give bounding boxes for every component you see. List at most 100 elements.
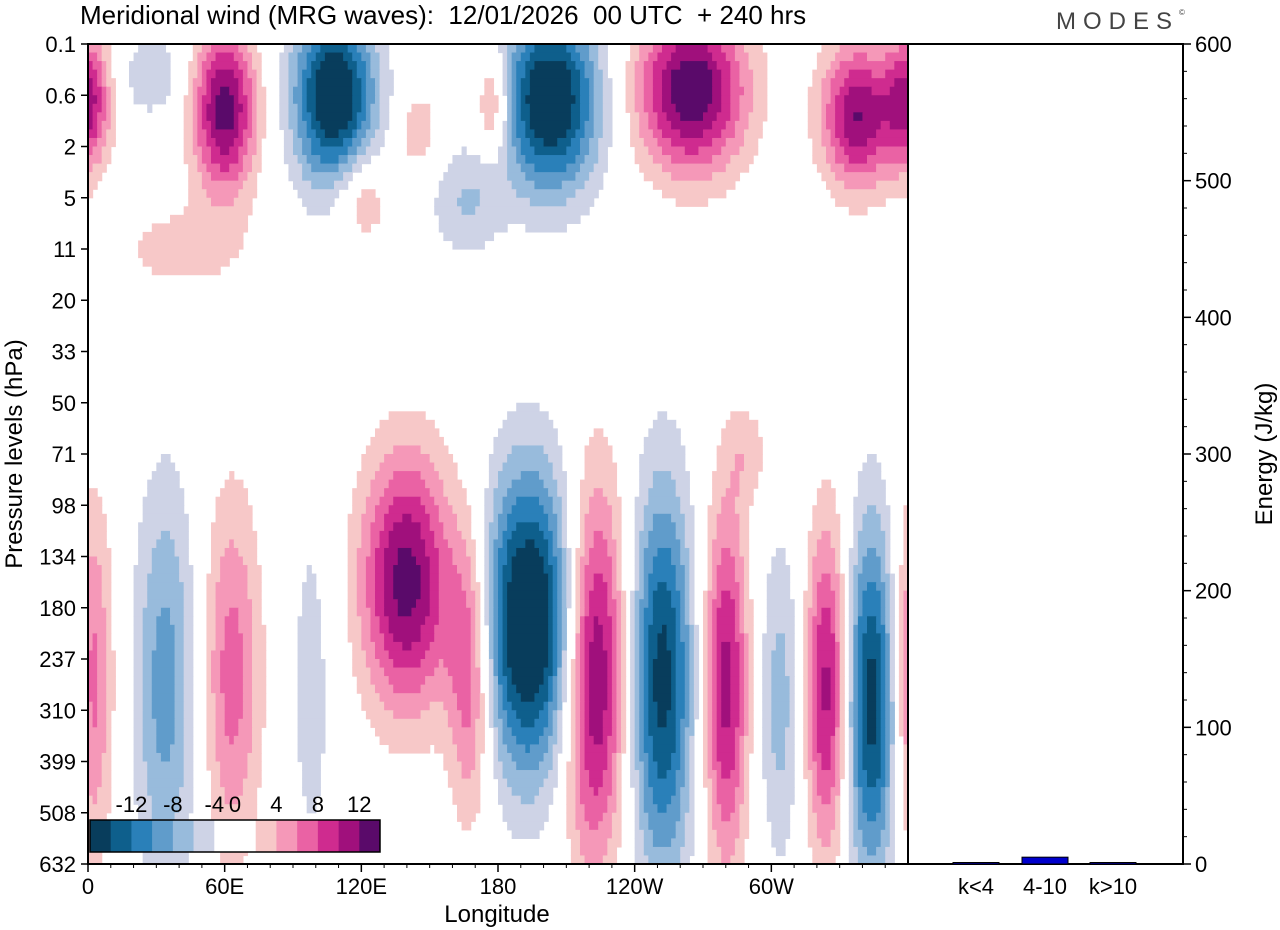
heat-cell — [297, 659, 326, 669]
heat-cell — [885, 701, 891, 711]
heat-cell — [370, 633, 385, 643]
heat-cell — [611, 693, 618, 703]
heat-cell — [689, 752, 695, 763]
heat-cell — [898, 44, 908, 54]
heat-cell — [630, 120, 640, 131]
heat-cell — [543, 778, 558, 788]
heat-cell — [734, 573, 745, 583]
y-tick-label: 98 — [52, 493, 76, 518]
heat-cell — [174, 633, 185, 643]
heat-cell — [630, 744, 636, 754]
heat-cell — [689, 633, 695, 643]
heat-cell — [151, 266, 221, 276]
heat-cell — [106, 659, 116, 669]
heat-cell — [593, 163, 608, 173]
heat-cell — [703, 701, 709, 711]
heat-cell — [634, 599, 640, 609]
heat-cell — [712, 471, 731, 481]
heat-cell — [498, 590, 504, 600]
heat-cell — [502, 462, 554, 472]
heat-cell — [903, 539, 908, 549]
heat-cell — [857, 488, 886, 498]
heat-cell — [862, 599, 882, 609]
heat-cell — [475, 761, 481, 771]
heat-cell — [543, 530, 554, 541]
heat-cell — [525, 223, 567, 233]
heat-cell — [739, 479, 759, 489]
heat-cell — [356, 547, 372, 558]
heat-cell — [552, 684, 558, 694]
heat-cell — [675, 727, 681, 737]
heat-cell — [397, 599, 417, 609]
heat-cell — [324, 52, 344, 62]
heat-cell — [880, 667, 886, 677]
heat-cell — [347, 120, 358, 131]
heat-cell — [552, 641, 558, 652]
heat-cell — [434, 197, 458, 207]
heat-cell — [570, 137, 581, 148]
heat-cell — [712, 120, 727, 131]
heat-cell — [183, 590, 194, 600]
heat-cell — [885, 607, 891, 617]
heat-cell — [716, 530, 741, 541]
heat-cell — [584, 752, 608, 763]
heat-cell — [903, 616, 908, 626]
heat-cell — [589, 770, 604, 780]
heat-cell — [707, 565, 713, 575]
heat-cell — [857, 701, 864, 711]
heat-cell — [557, 607, 563, 617]
heat-cell — [511, 727, 545, 737]
heat-cell — [580, 735, 586, 746]
heat-cell — [885, 641, 891, 652]
heat-cell — [648, 855, 681, 864]
heat-cell — [725, 137, 745, 148]
heat-cell — [92, 633, 98, 643]
heat-cell — [151, 471, 180, 481]
heat-cell — [384, 667, 435, 677]
heat-cell — [652, 744, 677, 754]
heat-cell — [721, 428, 759, 438]
heat-cell — [621, 659, 627, 669]
heat-cell — [384, 573, 394, 583]
heat-cell — [639, 650, 645, 660]
heat-cell — [279, 61, 290, 71]
heat-cell — [748, 718, 754, 728]
heat-cell — [680, 129, 704, 139]
heat-cell — [101, 573, 112, 583]
heat-cell — [215, 616, 226, 626]
heat-cell — [848, 633, 854, 643]
heat-cell — [739, 522, 750, 532]
heat-cell — [602, 95, 613, 105]
heat-cell — [283, 129, 294, 139]
heat-cell — [548, 718, 554, 728]
heat-cell — [839, 667, 845, 677]
heat-cell — [365, 112, 372, 122]
heat-cell — [853, 787, 859, 797]
heat-cell — [434, 633, 472, 643]
heat-cell — [297, 650, 321, 660]
heat-cell — [101, 103, 107, 113]
heat-cell — [671, 676, 677, 686]
heat-cell — [370, 52, 381, 62]
heat-cell — [356, 573, 367, 583]
heat-cell — [97, 78, 103, 88]
heat-cell — [101, 95, 107, 105]
heat-cell — [498, 565, 504, 575]
energy-tick-label: 600 — [1195, 32, 1232, 57]
heat-cell — [252, 744, 262, 754]
heat-cell — [889, 829, 895, 839]
heat-cell — [630, 718, 636, 728]
heat-cell — [443, 701, 458, 711]
heat-cell — [174, 539, 189, 549]
heat-cell — [88, 607, 107, 617]
heat-cell — [762, 752, 777, 763]
heat-cell — [716, 445, 763, 455]
heat-cell — [375, 684, 394, 694]
heat-cell — [365, 565, 376, 575]
heat-cell — [375, 556, 385, 566]
heat-cell — [525, 120, 531, 131]
heat-cell — [502, 633, 508, 643]
heat-cell — [183, 667, 194, 677]
heat-cell — [648, 530, 677, 541]
heat-cell — [384, 522, 394, 532]
